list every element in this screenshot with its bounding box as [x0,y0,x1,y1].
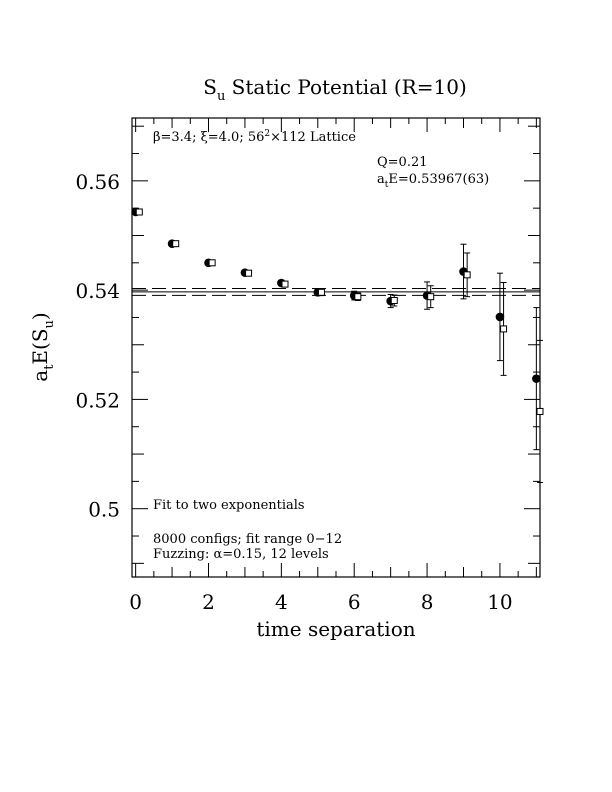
open-point [245,269,253,277]
x-tick-label: 4 [275,590,288,614]
y-tick-label: 0.52 [75,388,120,412]
open-point [135,208,143,216]
open-point [427,285,435,309]
open-point [172,240,180,248]
y-label-u: u [42,320,57,328]
open-point [536,339,544,483]
x-tick-label: 6 [348,590,361,614]
data-marker-square [536,407,544,415]
y-label-a: a [28,370,52,382]
y-tick-label: 0.54 [75,279,120,303]
open-point [281,280,289,288]
x-tick-labels: 0 2 4 6 8 10 [129,590,512,614]
data-marker-square [281,280,289,288]
q-annotation: Q=0.21 [377,155,428,170]
lattice-suffix: ×112 Lattice [270,130,356,145]
configs-annotation: 8000 configs; fit range 0−12 [153,532,342,547]
lattice-superscript: 2 [264,129,270,139]
fuzzing-annotation: Fuzzing: α=0.15, 12 levels [153,547,329,562]
y-label-end: ) [28,312,52,320]
open-point [317,288,325,297]
x-tick-label: 10 [487,590,512,614]
title-main: S [203,75,217,99]
x-axis-label: time separation [256,617,415,641]
y-axis-label: atE(Su) [28,312,57,381]
y-label-mid: E(S [28,328,52,364]
fit-band [132,287,540,296]
data-marker-square [427,293,435,301]
data-marker-square [135,208,143,216]
lattice-annotation: β=3.4; ξ=4.0; 562×112 Lattice [153,129,356,145]
energy-annotation: atE=0.53967(63) [377,172,489,190]
data-marker-square [354,293,362,301]
x-tick-label: 0 [129,590,142,614]
data-marker-square [317,288,325,296]
chart-title: Su Static Potential (R=10) [203,75,467,104]
lattice-prefix: β=3.4; ξ=4.0; 56 [153,130,264,145]
x-tick-label: 8 [421,590,434,614]
y-tick-label: 0.56 [75,170,120,194]
y-label-t: t [42,364,57,370]
title-rest: Static Potential (R=10) [225,75,466,99]
open-point [208,259,216,267]
filled-point [532,307,541,451]
y-tick-label: 0.5 [88,498,120,522]
energy-subscript: t [385,180,389,190]
title-subscript: u [217,89,225,104]
data-points [131,207,544,483]
energy-a: a [377,172,385,187]
open-point [500,281,508,376]
data-marker-square [463,271,471,279]
data-marker-square [172,240,180,248]
y-tick-labels: 0.5 0.52 0.54 0.56 [75,170,120,522]
data-marker-square [500,325,508,333]
data-marker-circle [495,312,505,322]
open-point [354,292,362,302]
data-marker-square [208,259,216,267]
open-point [463,252,471,298]
axis-ticks [132,118,540,577]
open-point [390,294,398,307]
data-marker-circle [532,374,541,383]
filled-point [495,272,505,362]
data-marker-square [390,297,398,305]
data-marker-square [245,269,253,277]
energy-value: E=0.53967(63) [388,172,489,187]
fit-annotation: Fit to two exponentials [153,498,305,513]
x-tick-label: 2 [202,590,215,614]
